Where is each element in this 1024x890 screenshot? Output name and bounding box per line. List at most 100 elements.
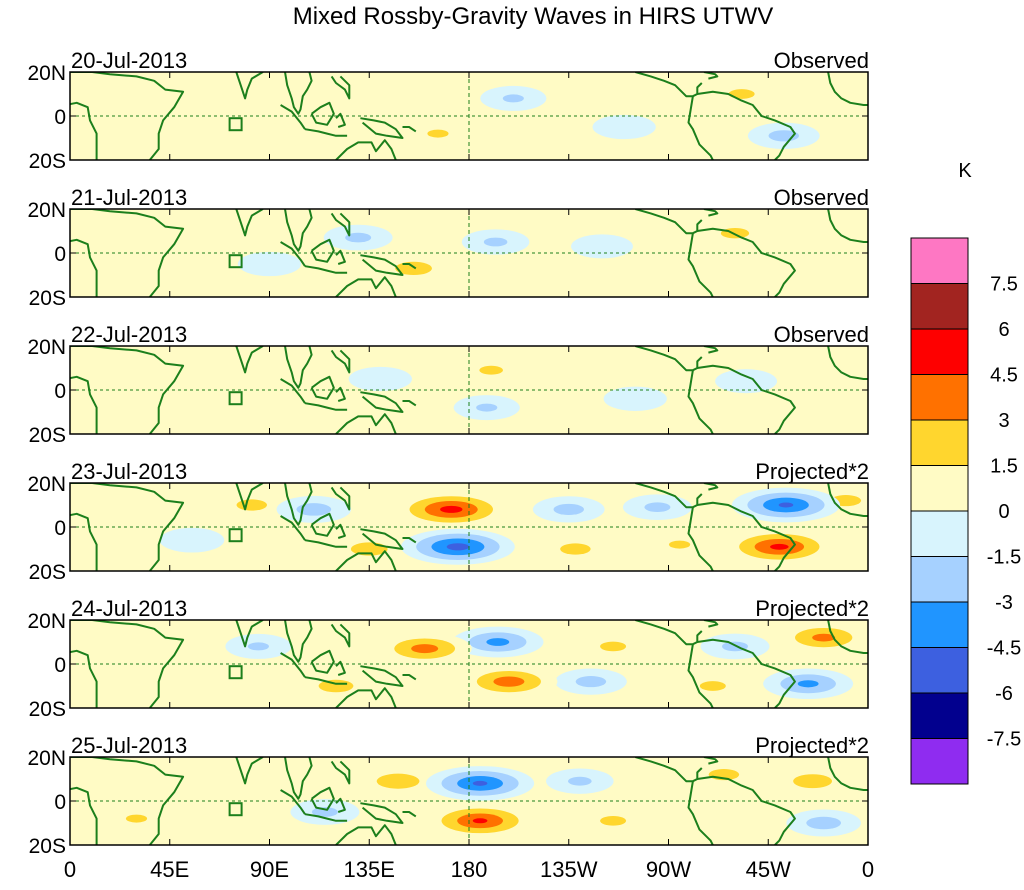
anomaly-contour: [797, 680, 819, 688]
coastline: [635, 209, 703, 235]
anomaly-contour: [699, 681, 726, 691]
anomaly-contour: [812, 633, 836, 642]
coastline: [280, 789, 306, 815]
coastline: [284, 209, 313, 252]
colorbar-label: 4.5: [990, 365, 1018, 387]
colorbar-swatch: [910, 647, 969, 694]
x-tick-label: 135E: [344, 857, 395, 882]
x-axis: 0 45E 90E 135E 180 135W 90W 45W 0: [64, 857, 874, 882]
coastline: [70, 483, 185, 571]
anomaly-field: [70, 483, 868, 571]
coastline: [827, 209, 868, 243]
coastline: [827, 72, 868, 106]
coastline: [304, 676, 348, 685]
reference-box: [228, 391, 243, 406]
panel-3: 20N 0 20S 22-Jul-2013 Observed: [27, 322, 869, 447]
x-tick-label: 135W: [540, 857, 598, 882]
panel-date: 22-Jul-2013: [71, 322, 187, 347]
coastline: [70, 786, 98, 845]
coastline: [304, 539, 348, 548]
panel-label: Projected*2: [755, 459, 869, 484]
coastline: [330, 486, 351, 511]
coastline: [70, 101, 98, 160]
coastline: [827, 620, 868, 654]
y-tick-label: 0: [54, 243, 66, 266]
coastline: [280, 104, 306, 130]
coastline: [280, 515, 306, 541]
coastline: [703, 209, 719, 217]
coastline: [310, 512, 335, 537]
colorbar-swatch: [910, 419, 969, 466]
panel-date: 21-Jul-2013: [71, 185, 187, 210]
coastline: [635, 483, 703, 509]
anomaly-contour: [236, 499, 267, 511]
colorbar-label: 7.5: [990, 274, 1018, 296]
coastline: [687, 370, 714, 434]
coastline: [697, 364, 796, 434]
x-tick-label: 180: [451, 857, 488, 882]
y-tick-label: 0: [54, 654, 66, 677]
coastline: [235, 346, 264, 374]
coastline: [304, 128, 348, 137]
anomaly-contour: [376, 773, 420, 789]
coastline: [402, 811, 417, 818]
anomaly-contour: [600, 815, 627, 826]
coastline: [402, 126, 417, 133]
anomaly-contour: [553, 503, 584, 515]
coastline: [687, 96, 714, 160]
panel-label: Observed: [774, 185, 869, 210]
anomaly-contour: [472, 818, 488, 824]
coastline: [330, 760, 351, 785]
panel-label: Projected*2: [755, 733, 869, 758]
coastline: [703, 620, 719, 628]
coastline: [827, 483, 868, 517]
colorbar-swatch: [910, 374, 969, 421]
anomaly-contour: [247, 642, 269, 651]
x-tick-label: 90W: [646, 857, 691, 882]
coastline: [697, 90, 796, 160]
coastline: [697, 501, 796, 571]
x-tick-label: 45W: [746, 857, 791, 882]
panel-date: 20-Jul-2013: [71, 48, 187, 73]
coastline: [335, 550, 397, 571]
anomaly-contour: [600, 641, 627, 652]
coastline: [235, 483, 264, 511]
panel-4: 20N 0 20S 23-Jul-2013 Projected*2: [27, 459, 869, 584]
y-tick-label: 20N: [27, 62, 66, 85]
colorbar-unit: K: [958, 160, 972, 182]
coastline: [360, 391, 404, 413]
coastline: [335, 276, 397, 297]
reference-box: [228, 117, 243, 132]
y-tick-label: 20S: [29, 561, 66, 584]
anomaly-contour: [427, 129, 449, 138]
coastline: [335, 249, 346, 265]
anomaly-contour: [486, 638, 510, 646]
coastline: [827, 346, 868, 380]
colorbar-swatch: [910, 237, 969, 284]
coastline: [284, 72, 313, 115]
coastline: [330, 349, 351, 374]
anomaly-contour: [348, 366, 412, 392]
anomaly-contour: [411, 644, 439, 654]
coastline: [304, 402, 348, 411]
colorbar-swatch: [910, 328, 969, 375]
anomaly-field: [70, 346, 868, 434]
y-tick-label: 0: [54, 106, 66, 129]
anomaly-contour: [476, 403, 498, 412]
x-tick-label: 0: [862, 857, 874, 882]
anomaly-contour: [311, 807, 338, 817]
coastline: [703, 757, 719, 765]
anomaly-contour: [237, 251, 302, 277]
colorbar-swatch: [910, 692, 969, 739]
panel-date: 25-Jul-2013: [71, 733, 187, 758]
anomaly-contour: [493, 676, 525, 687]
coastline: [70, 238, 98, 297]
y-tick-label: 20N: [27, 199, 66, 222]
coastline: [304, 265, 348, 274]
coastline: [70, 620, 185, 708]
coastline: [280, 378, 306, 404]
coastline: [70, 346, 185, 434]
colorbar-swatch: [910, 738, 969, 785]
anomaly-contour: [472, 780, 488, 786]
